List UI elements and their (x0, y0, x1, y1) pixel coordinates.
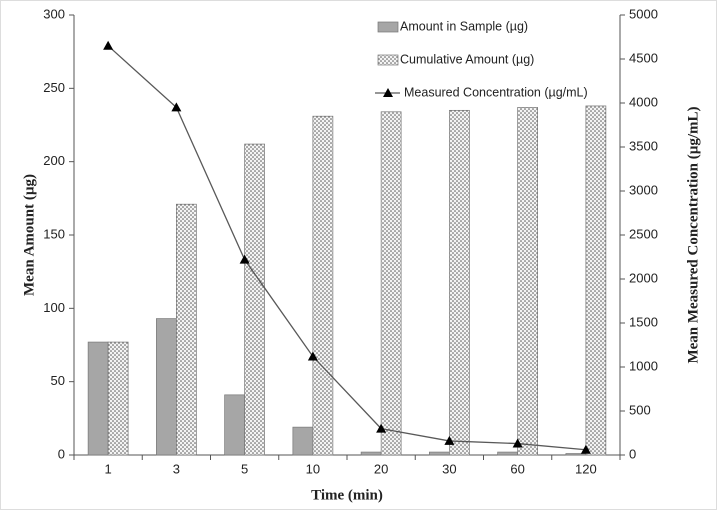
line (107, 45, 586, 451)
marker (171, 102, 182, 112)
y2-tick-label: 1500 (629, 314, 658, 329)
bar (107, 341, 129, 456)
y2-axis-title: Mean Measured Concentration (µg/mL) (685, 106, 701, 363)
y-tick-label: 200 (43, 153, 65, 168)
bar (156, 318, 177, 456)
y-tick-label: 100 (43, 300, 65, 315)
legend-label: Measured Concentration (µg/mL) (404, 85, 588, 99)
y2-tick-label: 3000 (629, 182, 658, 197)
bar (292, 426, 314, 456)
y-tick-label: 150 (43, 226, 65, 241)
x-tick-label: 5 (241, 461, 248, 476)
y2-tick-label: 500 (629, 402, 651, 417)
y2-tick-label: 3500 (629, 138, 658, 153)
y2-tick-label: 1000 (629, 358, 658, 373)
y-tick-label: 300 (43, 6, 65, 21)
marker (512, 438, 523, 448)
y-tick-label: 0 (58, 446, 65, 461)
bar (360, 451, 382, 456)
marker (103, 40, 114, 50)
x-tick-label: 60 (510, 461, 524, 476)
x-axis-title: Time (min) (311, 487, 383, 503)
bar (87, 341, 109, 456)
bar (429, 451, 450, 456)
x-tick-label: 3 (173, 461, 180, 476)
legend-label: Amount in Sample (µg) (400, 19, 528, 33)
bar (565, 453, 587, 456)
bar (585, 105, 607, 456)
y2-tick-label: 2000 (629, 270, 658, 285)
x-tick-label: 30 (442, 461, 456, 476)
bar (449, 109, 470, 456)
y-tick-label: 50 (51, 373, 65, 388)
y2-tick-label: 0 (629, 446, 636, 461)
bar (312, 115, 334, 456)
marker (376, 423, 387, 433)
legend-swatch (377, 54, 399, 66)
y-axis-title: Mean Amount (µg) (21, 174, 37, 296)
bar (176, 203, 197, 456)
bar (244, 143, 265, 456)
y2-tick-label: 4000 (629, 94, 658, 109)
x-tick-label: 10 (306, 461, 320, 476)
y2-tick-label: 5000 (629, 6, 658, 21)
marker (444, 435, 455, 445)
legend-label: Cumulative Amount (µg) (400, 52, 534, 66)
y2-tick-label: 4500 (629, 50, 658, 65)
marker (307, 351, 318, 361)
legend-swatch (377, 21, 399, 33)
legend-marker (383, 88, 393, 97)
x-tick-label: 120 (575, 461, 597, 476)
bar (224, 394, 245, 456)
bar (380, 111, 402, 456)
x-tick-label: 20 (374, 461, 388, 476)
marker (239, 254, 250, 264)
y2-tick-label: 2500 (629, 226, 658, 241)
y-tick-label: 250 (43, 80, 65, 95)
bar (497, 451, 518, 456)
marker (580, 444, 591, 454)
bar (517, 107, 538, 456)
x-tick-label: 1 (105, 461, 112, 476)
